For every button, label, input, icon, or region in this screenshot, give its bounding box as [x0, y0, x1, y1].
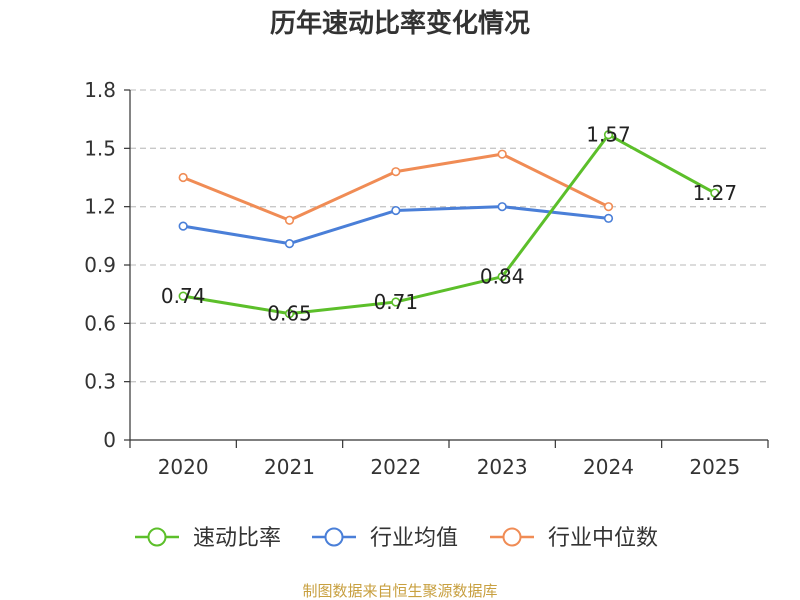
- chart-title: 历年速动比率变化情况: [270, 8, 530, 39]
- data-point[interactable]: [178, 291, 188, 301]
- series-速动比率: [178, 130, 720, 319]
- data-point[interactable]: [178, 221, 188, 231]
- legend-marker: [324, 527, 344, 547]
- data-point[interactable]: [603, 213, 614, 223]
- data-labels: 0.74 0.65 0.71 0.84 1.57 1.27: [161, 123, 737, 326]
- series-line: [181, 133, 717, 316]
- legend[interactable]: 速动比率 行业均值 行业中位数: [135, 526, 658, 551]
- x-tick-label: 2023: [477, 455, 528, 479]
- data-label: 0.71: [374, 290, 419, 314]
- legend-label: 速动比率: [193, 526, 281, 551]
- data-point[interactable]: [178, 172, 188, 183]
- legend-label: 行业均值: [370, 526, 458, 551]
- data-label: 0.74: [161, 284, 206, 308]
- data-point[interactable]: [710, 188, 720, 198]
- x-tick-label: 2022: [370, 455, 421, 479]
- legend-label: 行业中位数: [548, 526, 658, 551]
- legend-item-速动比率[interactable]: 速动比率: [135, 526, 281, 551]
- data-point[interactable]: [284, 309, 295, 319]
- x-tick-label: 2024: [583, 455, 634, 479]
- y-tick-label: 1.2: [84, 195, 116, 219]
- data-label: 1.27: [693, 181, 738, 205]
- data-point[interactable]: [603, 130, 614, 140]
- grid-lines: [130, 89, 768, 383]
- data-point[interactable]: [497, 272, 507, 282]
- y-tick-label: 0: [103, 428, 116, 452]
- data-point[interactable]: [497, 149, 507, 159]
- data-point[interactable]: [391, 205, 401, 216]
- data-point[interactable]: [391, 167, 401, 177]
- y-tick-label: 0.6: [84, 311, 116, 335]
- legend-marker: [147, 527, 167, 547]
- data-point[interactable]: [497, 202, 507, 212]
- data-point[interactable]: [391, 297, 401, 307]
- x-tick-label: 2021: [264, 455, 315, 479]
- source-watermark: 制图数据来自恒生聚源数据库: [302, 582, 497, 600]
- data-point[interactable]: [603, 202, 614, 212]
- y-tick-label: 0.9: [84, 253, 116, 277]
- series-行业中位数: [178, 149, 614, 225]
- x-tick-label: 2025: [689, 455, 740, 479]
- y-tick-label: 1.5: [84, 136, 116, 160]
- axes: 0 0.3 0.6 0.9 1.2 1.5 1.8 2020 2021 2022 2023 2024 2…: [84, 78, 769, 479]
- x-tick-label: 2020: [158, 455, 209, 479]
- data-point[interactable]: [284, 239, 295, 249]
- data-label: 0.84: [480, 265, 525, 289]
- y-tick-label: 0.3: [84, 370, 116, 394]
- series-lines: [178, 130, 720, 319]
- legend-item-行业均值[interactable]: 行业均值: [312, 526, 458, 551]
- y-tick-label: 1.8: [84, 78, 116, 102]
- data-label: 0.65: [267, 302, 312, 326]
- series-行业均值: [178, 202, 614, 249]
- legend-marker: [502, 527, 522, 547]
- legend-item-行业中位数[interactable]: 行业中位数: [490, 526, 658, 551]
- data-point[interactable]: [284, 215, 295, 225]
- data-label: 1.57: [586, 123, 631, 147]
